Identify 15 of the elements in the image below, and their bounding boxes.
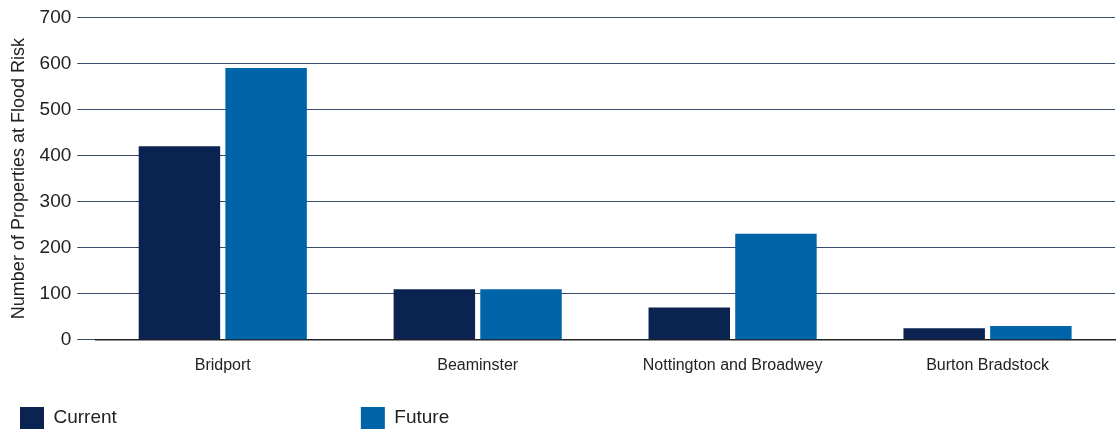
legend-label: Current [53, 406, 345, 428]
y-tick-label: 500 [39, 97, 72, 119]
x-tick-label: Burton Bradstock [926, 355, 1050, 373]
y-tick-label: 200 [39, 235, 72, 257]
y-tick-label: 400 [39, 143, 72, 165]
y-tick-label: 700 [39, 5, 72, 27]
x-tick-label: Beaminster [437, 355, 519, 373]
y-tick-label: 600 [39, 51, 72, 73]
y-tick-label: 300 [39, 189, 72, 211]
legend-label: Future [394, 406, 678, 428]
y-tick-label: 100 [39, 281, 72, 303]
y-tick-label: 0 [60, 328, 72, 350]
x-tick-label: Bridport [194, 355, 252, 373]
x-tick-label: Nottington and Broadwey [642, 355, 823, 373]
y-axis-title: Number of Properties at Flood Risk [7, 37, 28, 320]
